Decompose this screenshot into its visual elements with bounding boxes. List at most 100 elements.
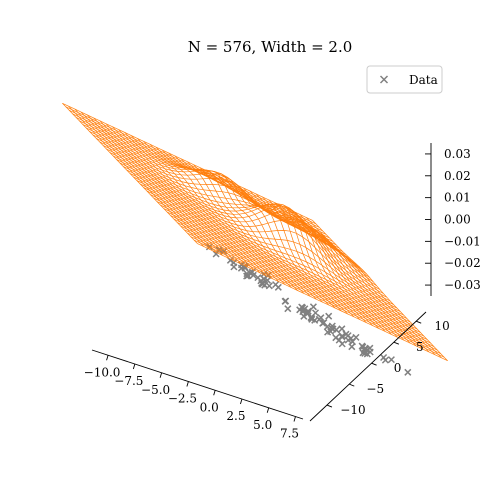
- chart-title: N = 576, Width = 2.0: [188, 38, 353, 56]
- scatter-point: [230, 259, 238, 267]
- surface-line-x: [87, 114, 223, 256]
- surface-line-x: [255, 193, 392, 335]
- surface-line-x: [312, 220, 448, 361]
- scatter-point: [311, 309, 320, 317]
- surface-line-x: [287, 208, 423, 350]
- y-tick: [326, 404, 333, 408]
- x-axis-line: [91, 349, 304, 420]
- x-tick: [293, 416, 296, 422]
- scatter-point: [332, 326, 340, 334]
- x-tick-label: −5.0: [141, 383, 170, 397]
- scatter-point: [348, 343, 356, 351]
- scatter-point: [298, 303, 306, 311]
- x-tick-label: −7.5: [114, 374, 143, 388]
- surface-line-x: [112, 126, 248, 268]
- surface-line-x: [168, 152, 305, 294]
- x-tick: [186, 381, 189, 387]
- scatter-layer: [205, 243, 412, 376]
- surface-line-x: [80, 111, 217, 253]
- y-axis-line: [309, 311, 427, 422]
- scatter-point: [404, 368, 412, 376]
- scatter-point: [212, 250, 220, 258]
- surface-line-x: [299, 214, 436, 356]
- z-tick-label: 0.02: [444, 169, 471, 183]
- scatter-point: [243, 270, 251, 278]
- surface-line-x: [68, 105, 205, 247]
- y-tick: [393, 341, 400, 345]
- surface-line-x: [305, 217, 442, 359]
- scatter-point: [325, 312, 333, 320]
- surface-line-x: [149, 143, 286, 285]
- scatter-point: [304, 307, 312, 315]
- y-tick-label: 10: [435, 319, 450, 333]
- surface-line-x: [74, 108, 211, 250]
- surface-line-x: [212, 173, 348, 315]
- legend-label: Data: [409, 73, 438, 87]
- scatter-point: [361, 349, 369, 357]
- scatter-point: [323, 323, 331, 331]
- z-tick-label: 0.01: [444, 191, 471, 205]
- legend: Data: [366, 65, 443, 94]
- surface-line-x: [280, 205, 417, 347]
- x-tick-label: −2.5: [168, 392, 197, 406]
- x-tick: [213, 390, 216, 396]
- axes-layer: −10.0−7.5−5.0−2.50.0 2.5 5.0 7.5 −10−5 05 10 −0…: [84, 143, 481, 441]
- scatter-point: [327, 327, 335, 336]
- surface-line-x: [143, 141, 280, 282]
- scatter-point: [335, 336, 343, 344]
- x-tick: [132, 363, 136, 370]
- surface-line-x: [262, 196, 398, 338]
- scatter-point: [317, 314, 325, 322]
- surface-line-x: [274, 202, 411, 344]
- x-tick-label: 7.5: [280, 427, 299, 441]
- surface-line-x: [99, 120, 236, 262]
- scatter-point: [387, 356, 395, 364]
- surface-line-x: [224, 179, 361, 320]
- x-tick: [240, 398, 243, 405]
- x-tick-label: −10.0: [84, 365, 121, 379]
- surface-line-x: [180, 158, 317, 300]
- z-tick-label: −0.01: [444, 234, 481, 248]
- y-tick-label: −5: [366, 382, 384, 396]
- z-tick-label: −0.02: [444, 256, 481, 270]
- x-tick-label: 5.0: [253, 418, 272, 432]
- scatter-point: [308, 315, 316, 323]
- scatter-point: [243, 272, 251, 280]
- surface-line-x: [268, 199, 405, 341]
- scatter-point: [258, 279, 266, 287]
- x-tick: [106, 355, 109, 361]
- surface-line-x: [118, 129, 255, 271]
- z-tick-label: −0.03: [444, 278, 481, 292]
- y-tick-label: 5: [416, 340, 424, 354]
- x-tick-label: 2.5: [226, 409, 245, 423]
- surface-line-x: [105, 123, 242, 265]
- legend-box: [366, 65, 443, 94]
- surface-line-x: [124, 132, 261, 274]
- surface-line-x: [93, 117, 230, 259]
- scatter-point: [263, 276, 272, 284]
- legend-marker: [379, 75, 389, 84]
- z-tick-label: 0.03: [444, 147, 471, 161]
- surface-line-x: [62, 103, 198, 244]
- surface-line-x: [193, 164, 330, 306]
- x-tick: [159, 372, 163, 378]
- surface-layer: [62, 102, 448, 362]
- x-tick-label: 0.0: [200, 400, 219, 414]
- surface-line-x: [293, 211, 430, 353]
- scatter-point: [359, 343, 367, 351]
- surface-line-x: [230, 182, 367, 323]
- scatter-point: [284, 305, 292, 313]
- surface-line-x: [130, 135, 267, 277]
- x-tick: [266, 407, 270, 413]
- z-tick-label: 0.00: [444, 213, 471, 227]
- surface-line-x: [174, 155, 311, 297]
- y-tick: [349, 383, 355, 387]
- scatter-point: [282, 297, 290, 305]
- surface-line-x: [155, 146, 292, 288]
- y-tick-label: −10: [340, 403, 365, 417]
- scatter-point: [249, 271, 257, 279]
- surface-line-x: [137, 138, 273, 280]
- surface-line-x: [243, 187, 380, 329]
- scatter-point: [338, 325, 346, 333]
